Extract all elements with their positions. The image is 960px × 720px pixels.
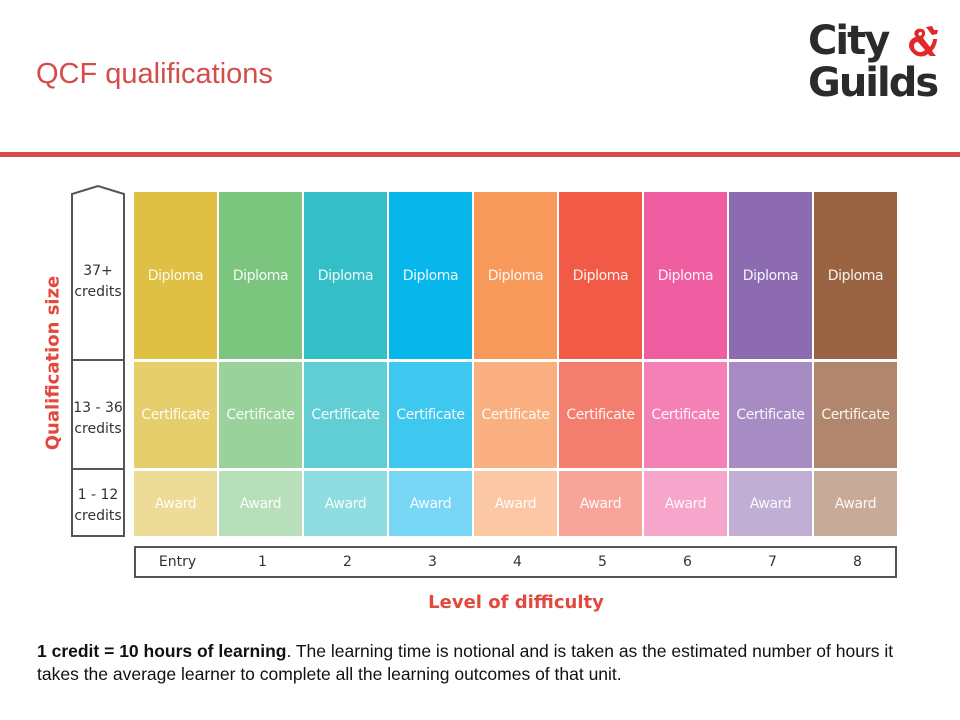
slide-title: QCF qualifications <box>36 58 273 90</box>
grid-cell-award-level-3: Award <box>389 471 472 536</box>
logo-text-line-2: Guilds <box>808 60 939 106</box>
level-label-5: 5 <box>598 554 607 570</box>
grid-cell-certificate-level-4: Certificate <box>474 362 557 468</box>
grid-cell-diploma-level-8: Diploma <box>814 192 897 359</box>
city-and-guilds-logo: City Guilds <box>808 18 939 110</box>
footnote-bold: 1 credit = 10 hours of learning <box>37 641 287 661</box>
qualification-size-bracket <box>71 185 125 537</box>
credits-unit-text: credits <box>74 508 122 524</box>
footnote: 1 credit = 10 hours of learning. The lea… <box>37 640 917 686</box>
grid-cell-award-level-5: Award <box>559 471 642 536</box>
footnote-text: . The learning time is notional and is t… <box>37 641 894 684</box>
grid-cell-award-level-7: Award <box>729 471 812 536</box>
size-label-certificate: 13 - 36 credits <box>71 398 125 440</box>
grid-cell-certificate-level-3: Certificate <box>389 362 472 468</box>
x-axis-title: Level of difficulty <box>428 592 604 613</box>
header-divider <box>0 152 960 157</box>
grid-cell-diploma-level-2: Diploma <box>304 192 387 359</box>
level-label-2: 2 <box>343 554 352 570</box>
credits-range-text: 13 - 36 <box>73 400 123 416</box>
grid-cell-diploma-level-7: Diploma <box>729 192 812 359</box>
grid-cell-award-level-6: Award <box>644 471 727 536</box>
grid-cell-award-level-2: Award <box>304 471 387 536</box>
grid-cell-award-level-entry: Award <box>134 471 217 536</box>
grid-cell-certificate-level-7: Certificate <box>729 362 812 468</box>
lion-ampersand-icon <box>909 26 938 57</box>
level-label-3: 3 <box>428 554 437 570</box>
level-label-8: 8 <box>853 554 862 570</box>
grid-cell-award-level-8: Award <box>814 471 897 536</box>
grid-cell-diploma-level-3: Diploma <box>389 192 472 359</box>
grid-cell-certificate-level-5: Certificate <box>559 362 642 468</box>
grid-cell-diploma-level-1: Diploma <box>219 192 302 359</box>
grid-cell-award-level-4: Award <box>474 471 557 536</box>
grid-cell-award-level-1: Award <box>219 471 302 536</box>
credits-range-text: 1 - 12 <box>77 487 119 503</box>
level-label-4: 4 <box>513 554 522 570</box>
credits-unit-text: credits <box>74 284 122 300</box>
grid-cell-certificate-level-entry: Certificate <box>134 362 217 468</box>
level-axis-bar: Entry 1 2 3 4 5 6 7 8 <box>134 546 897 578</box>
level-label-1: 1 <box>258 554 267 570</box>
y-axis-title: Qualification size <box>42 275 64 451</box>
grid-cell-certificate-level-2: Certificate <box>304 362 387 468</box>
grid-cell-diploma-level-4: Diploma <box>474 192 557 359</box>
level-label-6: 6 <box>683 554 692 570</box>
size-label-award: 1 - 12 credits <box>71 485 125 527</box>
size-label-diploma: 37+ credits <box>71 261 125 303</box>
grid-cell-diploma-level-5: Diploma <box>559 192 642 359</box>
level-label-7: 7 <box>768 554 777 570</box>
credits-range-text: 37+ <box>83 263 113 279</box>
level-label-entry: Entry <box>158 554 197 570</box>
grid-cell-certificate-level-1: Certificate <box>219 362 302 468</box>
logo-text-line-1: City <box>808 18 890 64</box>
grid-cell-certificate-level-8: Certificate <box>814 362 897 468</box>
grid-cell-diploma-level-entry: Diploma <box>134 192 217 359</box>
grid-cell-certificate-level-6: Certificate <box>644 362 727 468</box>
grid-cell-diploma-level-6: Diploma <box>644 192 727 359</box>
credits-unit-text: credits <box>74 421 122 437</box>
